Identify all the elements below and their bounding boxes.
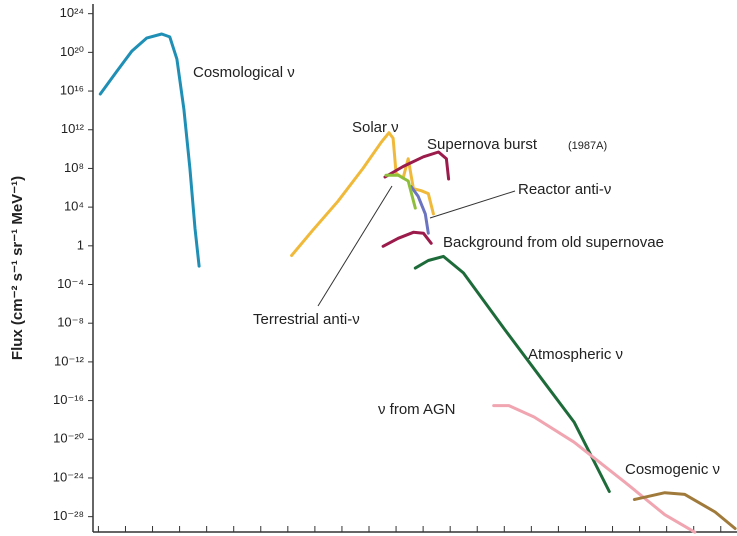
y-tick-label: 10⁻²⁸ [53,508,84,523]
series-line [413,254,611,493]
y-tick-label: 10²⁰ [60,44,84,59]
annotation: (1987A) [568,140,607,152]
y-tick-label: 10⁻⁴ [57,276,84,291]
series-label: Cosmological ν [193,64,295,81]
y-tick-label: 10⁻²⁴ [53,469,84,484]
series-line [381,230,433,248]
y-axis-label: Flux (cm⁻² s⁻¹ sr⁻¹ MeV⁻¹) [9,176,26,360]
series-label: Terrestrial anti-ν [253,311,360,328]
series-line [409,185,430,235]
y-tick-label: 10²⁴ [60,5,84,20]
y-tick-label: 10⁸ [64,160,84,175]
series-line [632,491,737,530]
y-tick-label: 10¹² [61,121,85,136]
y-tick-label: 10⁻²⁰ [53,431,84,446]
y-tick-label: 10¹⁶ [60,82,84,97]
series-label: Supernova burst [427,136,538,153]
series-line [98,32,201,268]
leader-line [429,190,516,219]
series-label: Cosmogenic ν [625,461,720,478]
y-tick-label: 10⁻¹⁶ [53,392,84,407]
series-label: Atmospheric ν [528,346,623,363]
series-label: Reactor anti-ν [518,181,611,198]
y-tick-label: 10⁴ [64,199,84,214]
series-line [492,404,697,534]
series-label: Background from old supernovae [443,234,664,251]
leader-line [317,185,393,307]
y-tick-label: 10⁻⁸ [57,315,84,330]
series-label: ν from AGN [378,401,456,418]
series-label: Solar ν [352,119,399,136]
y-tick-label: 10⁻¹² [54,353,85,368]
series-line [290,131,435,257]
series-line [384,173,417,210]
y-tick-label: 1 [77,237,84,252]
series-line [383,150,451,181]
